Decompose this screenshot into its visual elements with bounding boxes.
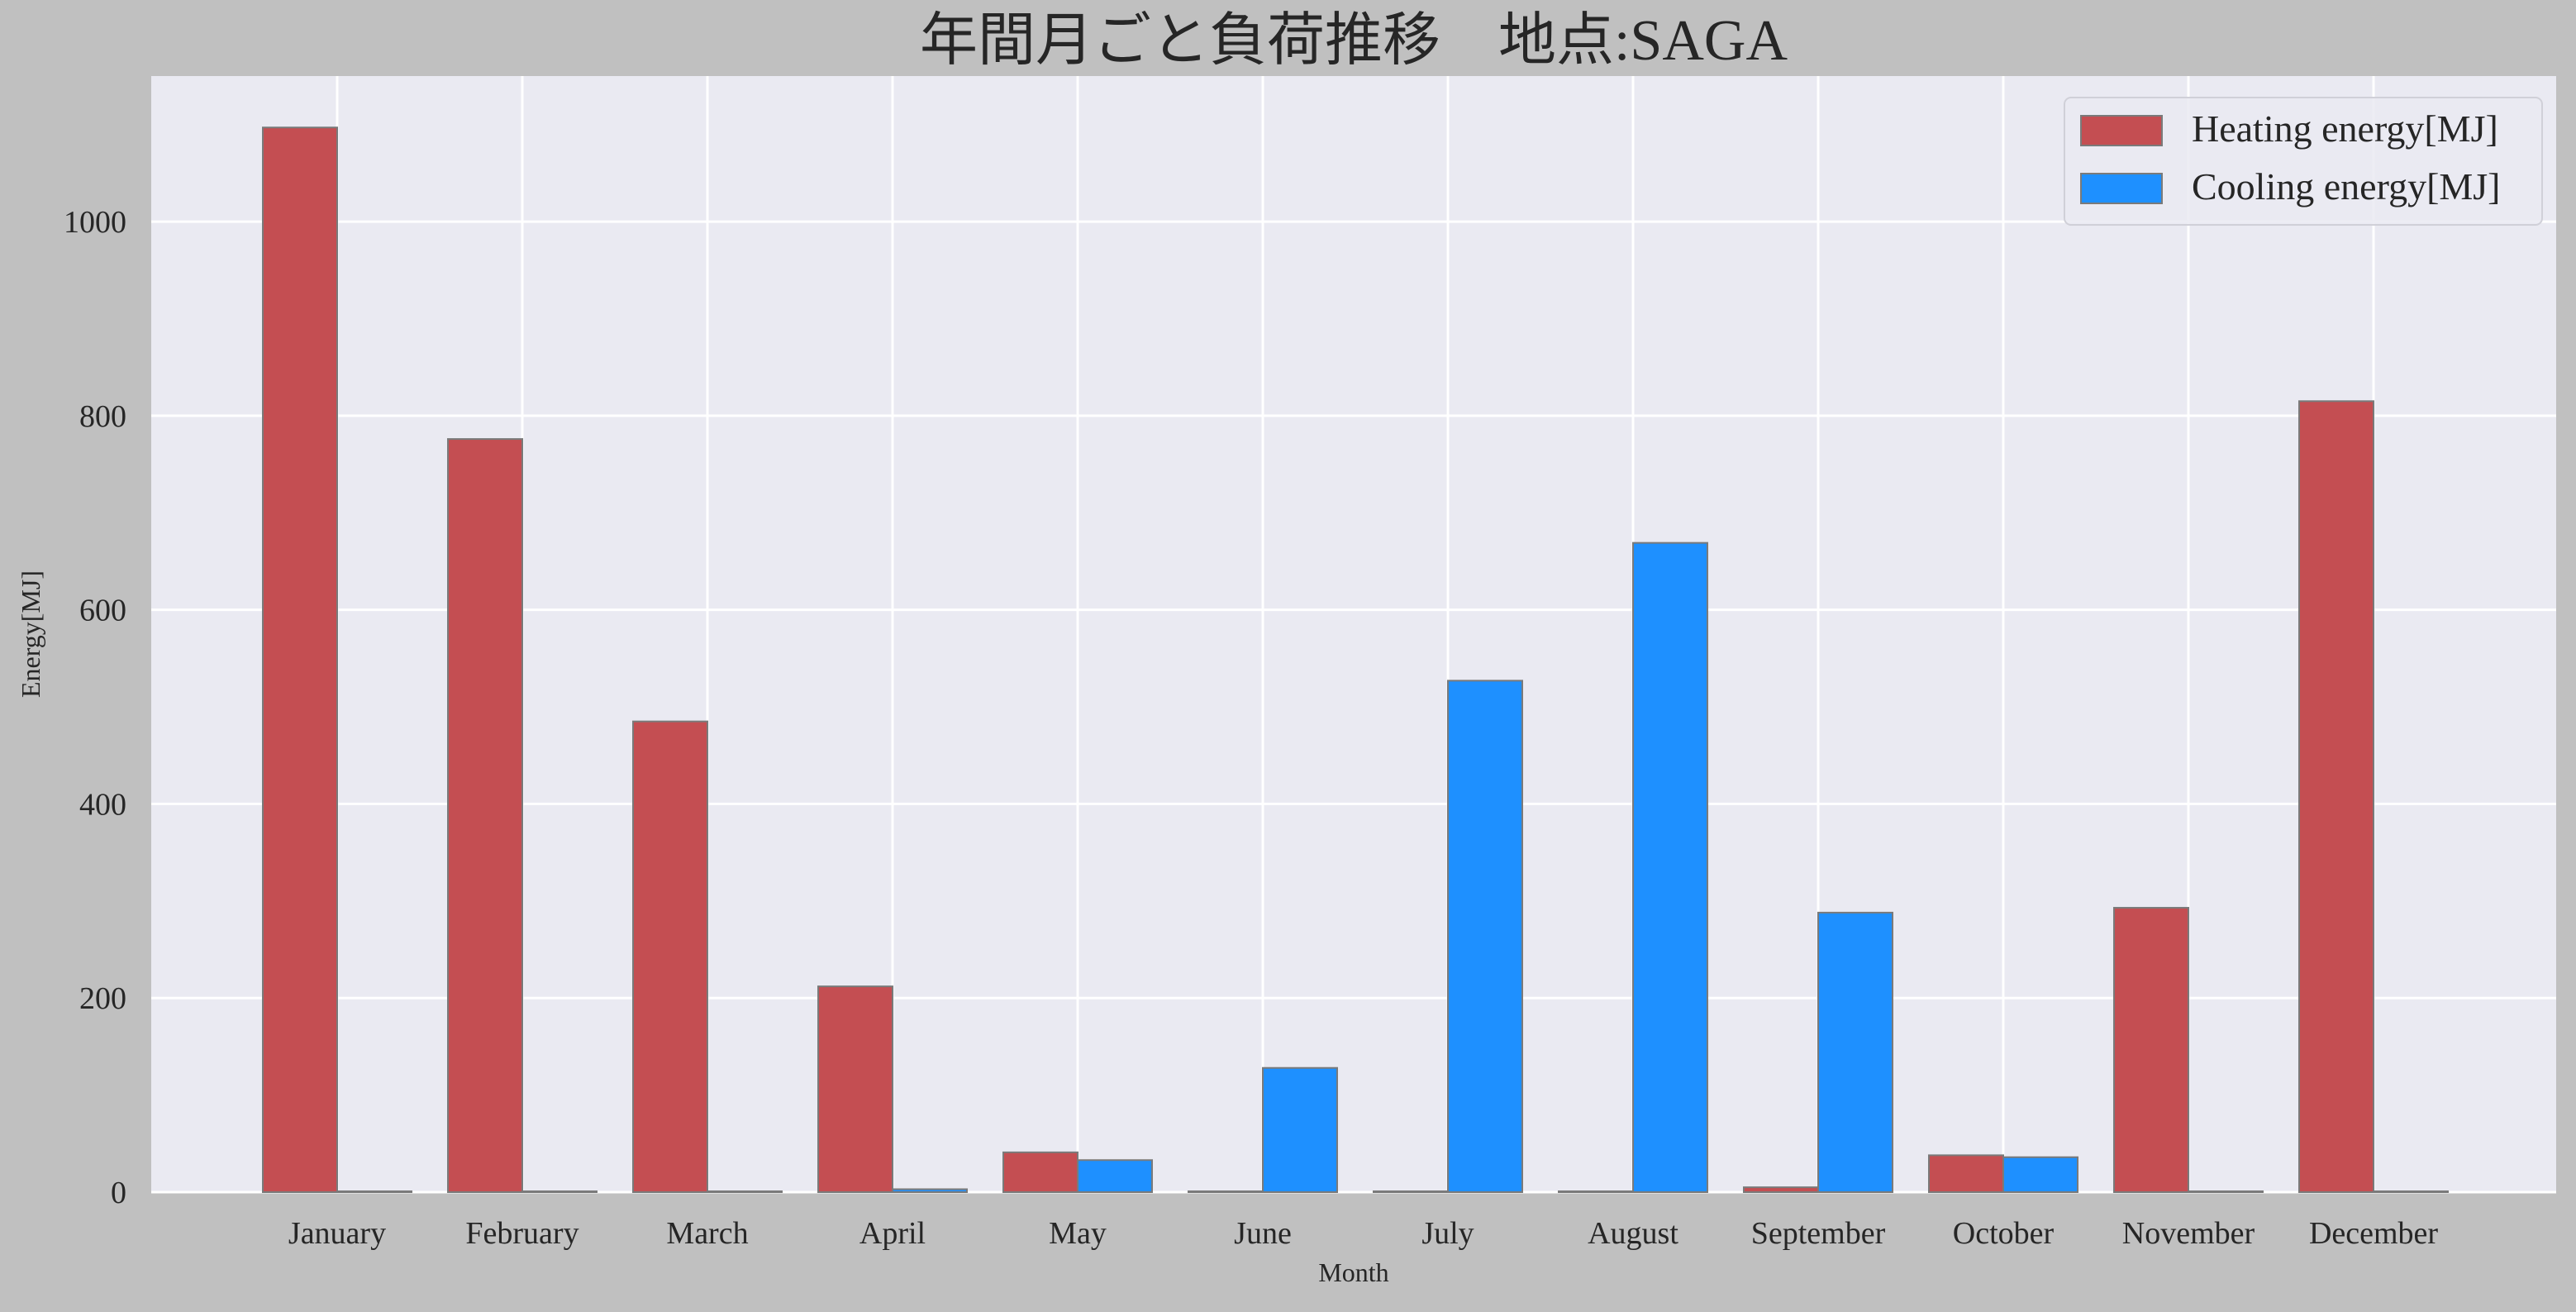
x-axis-ticks: January February March April May June July Augu… [288,1216,2438,1251]
x-tick-label: June [1234,1216,1292,1251]
y-axis-label: Energy[MJ] [16,570,45,698]
x-tick-label: July [1421,1216,1474,1251]
bar-heating-july [1373,1190,1449,1193]
y-axis-ticks: 0 200 400 600 800 1000 [64,205,126,1210]
chart-title: 年間月ごと負荷推移 地点:SAGA [920,9,1788,73]
bar-cooling-april [892,1188,968,1194]
bar-heating-august [1558,1190,1634,1193]
y-tick-label: 200 [79,981,126,1016]
y-tick-label: 1000 [64,205,126,240]
x-tick-label: December [2309,1216,2438,1251]
bar-cooling-january [336,1190,412,1193]
x-tick-label: November [2122,1216,2255,1251]
x-tick-label: September [1751,1216,1886,1251]
y-tick-label: 600 [79,594,126,628]
bar-cooling-june [1262,1066,1338,1193]
bar-cooling-september [1817,911,1893,1194]
x-tick-label: January [288,1216,386,1251]
bar-cooling-july [1447,680,1523,1193]
bar-cooling-august [1632,541,1708,1193]
y-tick-label: 0 [111,1176,126,1210]
bar-cooling-march [707,1190,783,1193]
bar-group [262,126,2449,1194]
bar-heating-june [1188,1190,1264,1193]
bar-heating-december [2298,400,2374,1193]
bar-heating-may [1002,1151,1078,1193]
bar-heating-january [262,126,338,1193]
y-tick-label: 800 [79,399,126,434]
bar-heating-september [1743,1186,1819,1194]
x-tick-label: March [666,1216,748,1251]
legend-label: Heating energy[MJ] [2192,107,2498,150]
x-axis-label: Month [1318,1257,1388,1287]
x-tick-label: October [1953,1216,2055,1251]
x-tick-label: August [1588,1216,1678,1251]
x-tick-label: February [465,1216,579,1251]
bar-heating-april [817,985,893,1194]
legend: Heating energy[MJ] Cooling energy[MJ] [2064,97,2543,226]
x-tick-label: April [859,1216,926,1251]
bar-cooling-february [521,1190,598,1193]
bar-cooling-october [2002,1156,2078,1194]
bar-cooling-december [2373,1190,2449,1193]
bar-heating-march [632,720,708,1193]
legend-box [2064,97,2543,226]
bar-heating-november [2113,907,2189,1193]
x-tick-label: May [1049,1216,1107,1251]
bar-heating-october [1928,1154,2004,1194]
legend-swatch [2080,173,2163,204]
legend-label: Cooling energy[MJ] [2192,165,2501,208]
y-tick-label: 400 [79,787,126,822]
legend-swatch [2080,115,2163,146]
bar-heating-february [447,438,523,1193]
bar-cooling-may [1077,1159,1153,1193]
bar-cooling-november [2188,1190,2264,1193]
